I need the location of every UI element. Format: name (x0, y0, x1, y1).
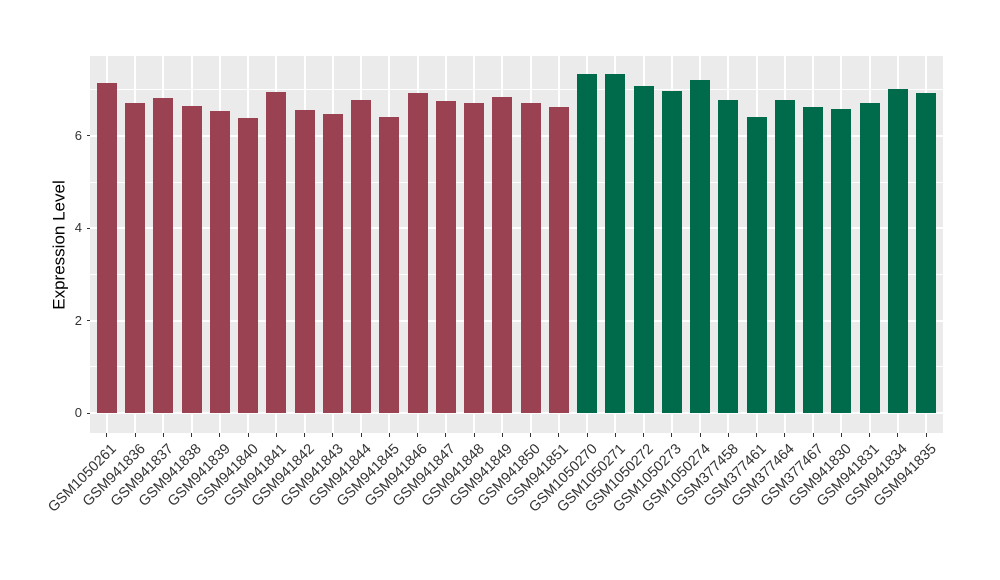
bar-GSM941842 (294, 109, 315, 413)
x-tick (840, 433, 842, 437)
gridline-major-horizontal (90, 412, 943, 414)
gridline-minor-horizontal (90, 89, 943, 91)
bar-GSM941844 (351, 99, 372, 413)
x-tick (275, 433, 277, 437)
gridline-minor-horizontal (90, 273, 943, 275)
x-tick (219, 433, 221, 437)
x-tick (869, 433, 871, 437)
plot-panel (90, 56, 943, 433)
x-tick (530, 433, 532, 437)
bar-GSM941849 (492, 97, 513, 413)
bar-GSM941837 (153, 97, 174, 413)
x-tick (417, 433, 419, 437)
y-axis-title: Expression Level (50, 179, 69, 310)
bar-GSM941846 (407, 92, 428, 413)
x-tick (332, 433, 334, 437)
y-tick-label: 2 (74, 312, 82, 328)
x-tick (812, 433, 814, 437)
x-tick (501, 433, 503, 437)
bar-GSM941836 (125, 102, 146, 413)
x-tick (727, 433, 729, 437)
x-tick (191, 433, 193, 437)
y-tick (87, 412, 90, 414)
y-tick-label: 4 (74, 220, 82, 236)
x-tick (106, 433, 108, 437)
y-axis-title-box: Expression Level (44, 56, 76, 433)
bar-GSM1050274 (690, 80, 711, 413)
x-tick (699, 433, 701, 437)
bar-GSM1050270 (577, 73, 598, 413)
bar-GSM941831 (859, 103, 880, 413)
x-tick (925, 433, 927, 437)
gridline-major-horizontal (90, 319, 943, 322)
bar-GSM941843 (322, 114, 343, 413)
bar-GSM377467 (803, 107, 824, 413)
gridline-major-horizontal (90, 227, 943, 230)
y-tick (87, 227, 90, 229)
bar-GSM941848 (464, 103, 485, 413)
x-tick (784, 433, 786, 437)
gridline-minor-horizontal (90, 366, 943, 368)
bar-GSM1050273 (661, 90, 682, 413)
x-tick (134, 433, 136, 437)
x-tick (247, 433, 249, 437)
bar-GSM941850 (520, 103, 541, 413)
bar-GSM377458 (718, 100, 739, 413)
x-tick (643, 433, 645, 437)
bar-GSM377464 (774, 99, 795, 413)
x-tick (614, 433, 616, 437)
y-tick (87, 320, 90, 322)
bar-GSM941851 (548, 107, 569, 413)
bar-GSM941840 (238, 118, 259, 413)
x-tick (388, 433, 390, 437)
y-tick (87, 135, 90, 137)
bar-GSM1050272 (633, 85, 654, 413)
x-tick (473, 433, 475, 437)
bar-GSM1050261 (96, 82, 117, 413)
bar-GSM377461 (746, 116, 767, 413)
x-tick (897, 433, 899, 437)
bar-GSM941847 (435, 100, 456, 413)
bar-GSM941834 (887, 89, 908, 413)
x-tick (558, 433, 560, 437)
x-tick (360, 433, 362, 437)
bar-GSM941830 (831, 108, 852, 413)
bar-GSM941838 (181, 106, 202, 413)
x-tick (671, 433, 673, 437)
bar-GSM941841 (266, 91, 287, 413)
y-tick-label: 0 (74, 405, 82, 420)
x-tick (162, 433, 164, 437)
gridline-major-horizontal (90, 134, 943, 137)
x-tick (304, 433, 306, 437)
y-tick-label: 6 (74, 127, 82, 143)
bar-GSM1050271 (605, 74, 626, 413)
x-tick (445, 433, 447, 437)
bar-GSM941845 (379, 116, 400, 413)
gridline-minor-horizontal (90, 181, 943, 183)
bar-GSM941839 (209, 111, 230, 413)
bar-GSM941835 (916, 92, 937, 413)
x-tick (586, 433, 588, 437)
x-tick (756, 433, 758, 437)
